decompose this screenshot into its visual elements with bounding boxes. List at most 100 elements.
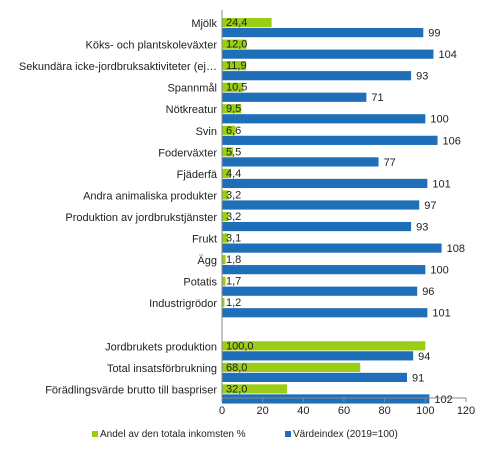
bar-index-12: [222, 286, 418, 296]
label-index-5: 106: [443, 135, 461, 147]
category-label-13: Industrigrödor: [149, 298, 217, 310]
label-index-17: 102: [434, 394, 452, 406]
category-label-17: Förädlingsvärde brutto till baspriser: [45, 384, 217, 396]
category-label-15: Jordbrukets produktion: [105, 341, 217, 353]
bar-index-8: [222, 200, 420, 210]
label-index-2: 93: [416, 71, 428, 83]
bar-index-17: [222, 394, 430, 404]
bar-share-1: [222, 39, 247, 49]
category-label-8: Andra animaliska produkter: [83, 190, 217, 202]
category-label-3: Spannmål: [167, 83, 217, 95]
legend-label-1: Värdeindex (2019=100): [293, 429, 398, 440]
bar-share-8: [222, 190, 229, 200]
category-label-10: Frukt: [192, 234, 217, 246]
label-share-4: 9,5: [226, 103, 241, 115]
bar-share-13: [222, 298, 225, 308]
bar-share-12: [222, 276, 226, 286]
bar-index-2: [222, 71, 412, 81]
bar-index-1: [222, 49, 434, 59]
category-label-6: Foderväxter: [158, 147, 217, 159]
x-tick-label-1: 20: [257, 405, 269, 417]
bar-index-7: [222, 178, 428, 189]
bar-share-0: [222, 18, 272, 28]
label-index-6: 77: [384, 157, 396, 169]
label-index-1: 104: [438, 49, 456, 61]
bar-index-6: [222, 157, 379, 167]
category-label-0: Mjölk: [191, 18, 217, 30]
label-share-3: 10,5: [226, 82, 247, 94]
category-label-4: Nötkreatur: [166, 104, 218, 116]
bar-index-3: [222, 92, 367, 102]
label-index-0: 99: [428, 28, 440, 40]
label-share-2: 11,9: [226, 60, 247, 72]
label-share-5: 6,6: [226, 125, 241, 137]
label-share-17: 32,0: [226, 383, 247, 395]
label-share-15: 100,0: [226, 340, 254, 352]
label-index-7: 101: [432, 178, 450, 190]
label-share-1: 12,0: [226, 39, 247, 51]
bar-index-11: [222, 265, 426, 275]
x-tick-label-2: 40: [297, 405, 309, 417]
category-label-11: Ägg: [197, 255, 217, 267]
label-share-8: 3,2: [226, 189, 241, 201]
legend-label-0: Andel av den totala inkomsten %: [100, 429, 246, 440]
x-axis-ticks: 0 20 40 60 80 100 120: [219, 398, 475, 417]
category-label-16: Total insatsförbrukning: [107, 363, 217, 375]
label-index-11: 100: [430, 265, 448, 277]
label-index-10: 108: [447, 243, 465, 255]
category-label-2: Sekundära icke-jordbruksaktiviteter (ej…: [19, 61, 217, 73]
bar-share-9: [222, 211, 229, 222]
label-index-8: 97: [424, 200, 436, 212]
label-share-12: 1,7: [226, 276, 241, 288]
bar-index-13: [222, 308, 428, 318]
label-share-7: 4,4: [226, 168, 241, 180]
bar-index-0: [222, 28, 424, 38]
category-labels-layer: Mjölk Köks- och plantskoleväxter Sekundära…: [19, 18, 218, 396]
bar-share-3: [222, 82, 244, 92]
category-label-12: Potatis: [183, 277, 217, 289]
label-share-16: 68,0: [226, 362, 247, 374]
legend-swatch-1: [285, 431, 291, 437]
legend-swatch-0: [92, 431, 98, 437]
label-index-13: 101: [432, 308, 450, 320]
label-index-3: 71: [371, 92, 383, 104]
label-index-4: 100: [430, 114, 448, 126]
bar-share-5: [222, 125, 236, 135]
bar-share-10: [222, 233, 229, 243]
bar-share-17: [222, 384, 288, 394]
label-index-15: 94: [418, 351, 430, 363]
x-tick-label-4: 80: [379, 405, 391, 417]
bar-share-4: [222, 104, 242, 114]
bar-share-11: [222, 255, 226, 265]
bars-layer: [222, 18, 442, 404]
label-share-6: 5,5: [226, 146, 241, 158]
label-share-9: 3,2: [226, 211, 241, 223]
category-label-9: Produktion av jordbrukstjänster: [65, 212, 217, 224]
x-tick-label-3: 60: [338, 405, 350, 417]
label-share-11: 1,8: [226, 254, 241, 266]
bar-index-16: [222, 372, 408, 382]
label-index-12: 96: [422, 286, 434, 298]
category-label-1: Köks- och plantskoleväxter: [86, 40, 218, 52]
legend: Andel av den totala inkomsten % Värdeinde…: [92, 429, 398, 440]
x-tick-label-0: 0: [219, 405, 225, 417]
bar-index-5: [222, 135, 438, 145]
category-label-5: Svin: [196, 126, 217, 138]
value-labels-layer: 24,4 99 12,0 104 11,9 93 10,5 71 9,5 100 6,6 106 5,5…: [226, 17, 465, 406]
bar-share-7: [222, 168, 231, 179]
bar-index-10: [222, 243, 442, 253]
category-label-7: Fjäderfä: [177, 169, 218, 181]
bar-index-15: [222, 351, 414, 361]
label-index-9: 93: [416, 221, 428, 233]
bar-share-2: [222, 61, 247, 71]
bar-share-16: [222, 362, 361, 372]
x-tick-label-5: 100: [416, 405, 434, 417]
bar-share-15: [222, 341, 426, 351]
bar-share-6: [222, 147, 234, 157]
label-share-13: 1,2: [226, 297, 241, 309]
label-share-0: 24,4: [226, 17, 247, 29]
bar-index-9: [222, 221, 412, 232]
bar-index-4: [222, 114, 426, 124]
label-share-10: 3,1: [226, 233, 241, 245]
